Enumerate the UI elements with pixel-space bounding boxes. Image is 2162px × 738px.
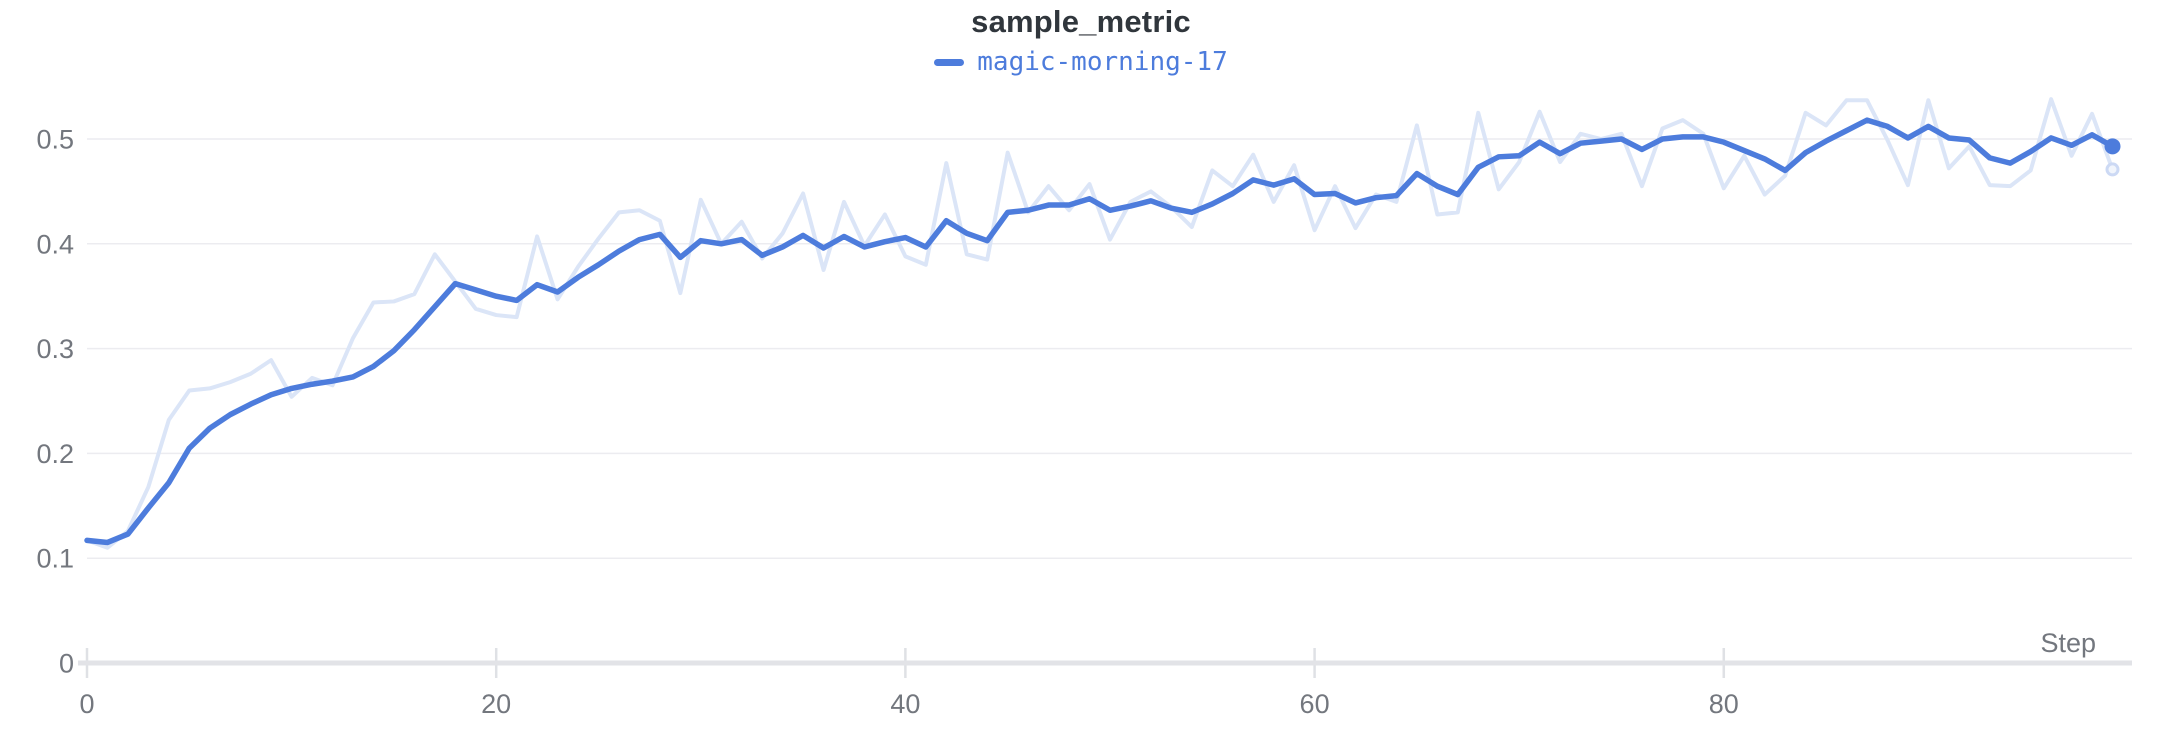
x-tick-label: 40 [890, 689, 920, 719]
x-axis-labels: 0 20 40 60 80 [79, 689, 1738, 719]
x-tick-label: 0 [79, 689, 94, 719]
x-axis-title: Step [2040, 628, 2096, 658]
y-tick-label: 0.2 [36, 439, 74, 469]
x-tick-label: 20 [481, 689, 511, 719]
legend: magic-morning-17 [0, 48, 2162, 76]
x-tick-label: 80 [1709, 689, 1739, 719]
legend-run-name[interactable]: magic-morning-17 [977, 47, 1228, 77]
y-tick-label: 0.5 [36, 125, 74, 155]
panel-title: sample_metric [971, 4, 1191, 39]
raw-run-line [85, 97, 2115, 550]
x-axis [78, 648, 2132, 678]
gridlines [87, 138, 2132, 559]
smoothed-run-line[interactable] [84, 117, 2116, 546]
y-tick-label: 0.1 [36, 544, 74, 574]
y-tick-label: 0.3 [36, 334, 74, 364]
endpoint-dot[interactable] [2104, 138, 2121, 155]
y-tick-label: 0 [59, 649, 74, 679]
y-tick-label: 0.4 [36, 229, 74, 259]
chart-header: sample_metric magic-morning-17 [0, 4, 2162, 76]
raw-endpoint-dot [2105, 162, 2120, 177]
legend-line-swatch [934, 58, 965, 66]
y-axis-labels: 0 0.1 0.2 0.3 0.4 0.5 [36, 125, 74, 679]
x-tick-label: 60 [1300, 689, 1330, 719]
